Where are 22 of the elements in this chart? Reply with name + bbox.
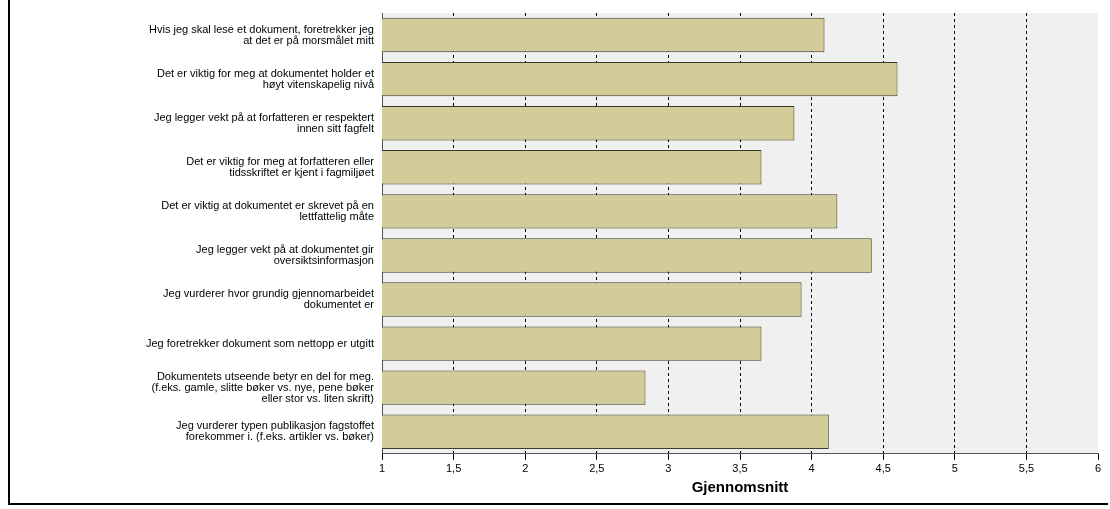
x-tick-label: 2,5	[589, 462, 605, 475]
x-tick-label: 5	[951, 462, 958, 475]
x-tick-label: 4,5	[875, 462, 891, 475]
y-tick-label: Jeg foretrekker dokument som nettopp er utgitt	[145, 336, 374, 349]
x-tick-label: 4	[808, 462, 815, 475]
x-tick-label: 1,5	[445, 462, 462, 475]
x-tick-label: 3,5	[732, 462, 748, 475]
y-tick-label: Jeg vurderer typen publikasjon fagstoffet forekommer i. (f.eks. artikler vs. bøker)	[176, 419, 374, 443]
x-axis-title: Gjennomsnitt	[691, 478, 789, 496]
y-tick-label: Jeg legger vekt på at dokumentet gir oversiktsinformasjon	[196, 242, 375, 266]
y-tick-label: Det er viktig at dokumentet er skrevet på en lettfattelig måte	[161, 198, 374, 222]
y-tick-label: Det er viktig for meg at forfatteren eller tidsskriftet er kjent i fagmiljøet	[186, 154, 375, 178]
x-tick-label: 5,5	[1018, 462, 1035, 475]
y-tick-label: Jeg vurderer hvor grundig gjennomarbeidet dokumentet er	[163, 287, 375, 311]
y-tick-label: Jeg legger vekt på at forfatteren er respektert innen sitt fagfelt	[153, 110, 374, 134]
x-tick-label: 3	[665, 462, 672, 475]
y-tick-label: Det er viktig for meg at dokumentet holder et høyt vitenskapelig nivå	[156, 66, 375, 90]
x-tick-label: 1	[378, 462, 386, 475]
x-tick-label: 2	[522, 462, 529, 475]
y-tick-label: Hvis jeg skal lese et dokument, foretrekker jeg at det er på morsmålet mitt	[149, 22, 374, 46]
x-tick-label: 6	[1094, 462, 1102, 475]
y-tick-label: Dokumentets utseende betyr en del for meg. (f.eks. gamle, slitte bøker vs. nye, pene bøker eller stor vs. liten skrift)	[151, 369, 375, 404]
